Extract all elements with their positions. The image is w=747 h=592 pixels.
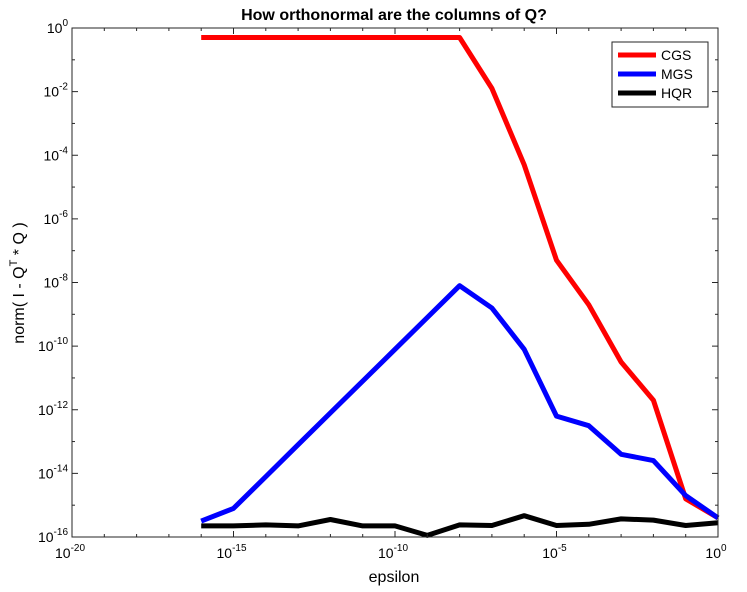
y-tick-label: 10-12 xyxy=(38,400,68,418)
y-axis-label-post: * Q ) xyxy=(11,222,28,259)
y-tick-label: 10-8 xyxy=(44,273,69,291)
plot-area xyxy=(200,35,720,538)
legend-label-cgs: CGS xyxy=(661,47,691,63)
y-tick-label: 100 xyxy=(47,18,69,36)
y-tick-label: 10-6 xyxy=(44,209,69,227)
y-tick-label: 10-16 xyxy=(38,527,68,545)
x-tick-label: 10-15 xyxy=(216,543,246,561)
chart-title: How orthonormal are the columns of Q? xyxy=(241,7,547,24)
x-tick-label: 10-20 xyxy=(55,543,85,561)
series-line-mgs xyxy=(200,283,720,524)
legend: CGS MGS HQR xyxy=(611,41,709,108)
series-line-hqr xyxy=(201,513,719,538)
y-tick-label: 10-2 xyxy=(44,82,69,100)
x-tick-label: 10-5 xyxy=(542,543,567,561)
x-tick-label: 10-10 xyxy=(378,543,408,561)
y-tick-label: 10-10 xyxy=(38,336,68,354)
y-axis-label-pre: norm( I - Q xyxy=(11,266,28,343)
svg-text:norm( I - QT * Q ): norm( I - QT * Q ) xyxy=(8,222,28,343)
y-tick-label: 10-4 xyxy=(44,145,69,163)
legend-label-hqr: HQR xyxy=(661,85,692,101)
y-axis-label: norm( I - QT * Q ) xyxy=(8,222,28,343)
x-axis-label: epsilon xyxy=(369,569,420,586)
axes: 10-20 10-15 10-10 10-5 100 10-16 10-14 10-12 10-… xyxy=(38,18,727,561)
legend-label-mgs: MGS xyxy=(661,66,693,82)
x-tick-label: 100 xyxy=(705,543,727,561)
y-axis-label-sup: T xyxy=(8,259,20,266)
series-line-cgs xyxy=(201,35,720,521)
y-tick-label: 10-14 xyxy=(38,463,68,481)
